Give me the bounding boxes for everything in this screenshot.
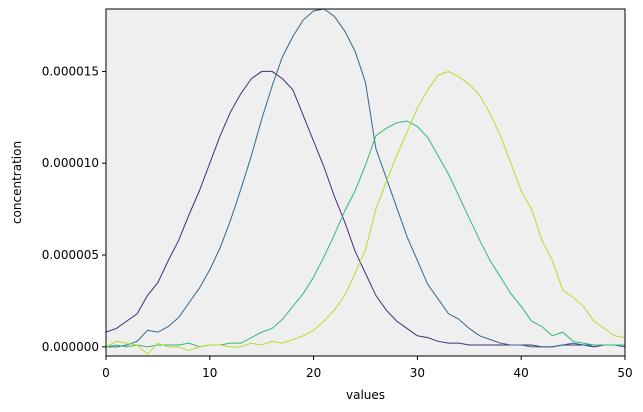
y-axis-label: concentration [10,141,24,224]
series-line-3 [105,120,625,348]
x-tick-label: 30 [410,366,425,380]
plot-background [106,9,625,356]
y-tick-label: 0.000005 [42,248,99,262]
x-axis-label: values [346,388,385,402]
series-line-1 [105,70,626,348]
x-tick-label: 0 [102,366,110,380]
x-tick-label: 40 [514,366,529,380]
series-line-2 [106,8,626,348]
series-line-4 [105,70,626,355]
series-layer [105,8,626,355]
plot-frame [105,8,626,357]
y-tick-label: 0.000000 [42,340,99,354]
x-tick-label: 10 [202,366,217,380]
x-tick-label: 50 [617,366,632,380]
y-tick-label: 0.000015 [42,64,99,78]
y-tick-label: 0.000010 [42,156,99,170]
axes-layer: 0 10 20 30 40 50 0.000000 0.000005 0.000010 0.000… [42,64,633,380]
x-tick-label: 20 [306,366,321,380]
